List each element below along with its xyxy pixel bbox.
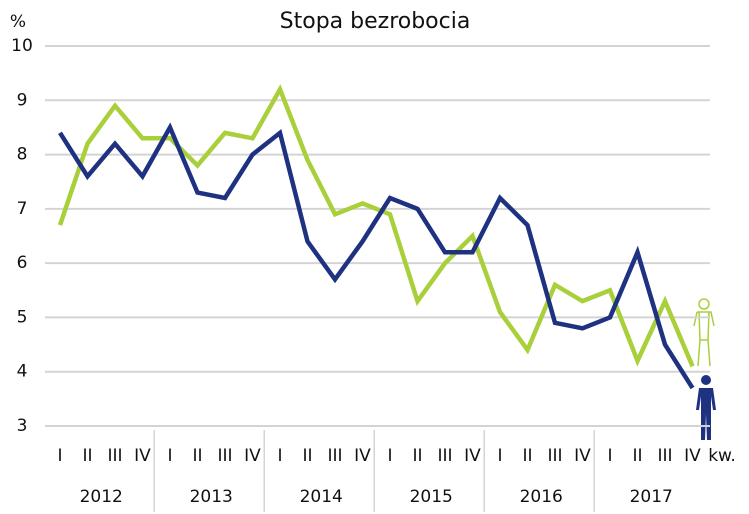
x-tick-label: II — [82, 446, 92, 466]
x-tick-label: IV — [354, 446, 371, 466]
x-tick-label: IV — [464, 446, 481, 466]
y-axis-label: % — [10, 12, 26, 32]
y-tick-label: 8 — [17, 145, 28, 165]
x-tick-label: IV — [574, 446, 591, 466]
x-tick-label: II — [632, 446, 642, 466]
x-tick-label: III — [547, 446, 562, 466]
x-tick-label: II — [302, 446, 312, 466]
x-tick-label: I — [607, 446, 612, 466]
x-tick-label: I — [387, 446, 392, 466]
y-tick-label: 3 — [17, 416, 28, 436]
x-tick-label: I — [277, 446, 282, 466]
woman-icon — [693, 298, 715, 367]
x-tick-label: II — [412, 446, 422, 466]
y-tick-label: 10 — [11, 36, 33, 56]
man-icon — [696, 375, 716, 440]
x-tick-label: IV — [684, 446, 701, 466]
x-tick-label: III — [437, 446, 452, 466]
x-tick-label: I — [57, 446, 62, 466]
y-tick-label: 4 — [17, 362, 28, 382]
x-tick-label: I — [497, 446, 502, 466]
year-label: 2014 — [300, 487, 343, 507]
y-tick-label: 5 — [17, 307, 28, 327]
x-tick-label: II — [522, 446, 532, 466]
x-tick-label: III — [107, 446, 122, 466]
y-tick-label: 9 — [17, 90, 28, 110]
x-axis-label: kw. — [708, 446, 736, 466]
x-tick-label: IV — [134, 446, 151, 466]
x-tick-label: IV — [244, 446, 261, 466]
year-label: 2017 — [630, 487, 673, 507]
x-tick-label: III — [217, 446, 232, 466]
series-line — [57, 84, 695, 368]
series-line — [58, 122, 695, 390]
y-tick-label: 6 — [17, 253, 28, 273]
x-tick-label: III — [657, 446, 672, 466]
x-tick-label: III — [327, 446, 342, 466]
year-label: 2013 — [190, 487, 233, 507]
year-label: 2015 — [410, 487, 453, 507]
x-tick-label: II — [192, 446, 202, 466]
y-tick-label: 7 — [17, 199, 28, 219]
year-label: 2016 — [520, 487, 563, 507]
year-label: 2012 — [80, 487, 123, 507]
x-tick-label: I — [167, 446, 172, 466]
chart-title: Stopa bezrobocia — [280, 9, 471, 34]
